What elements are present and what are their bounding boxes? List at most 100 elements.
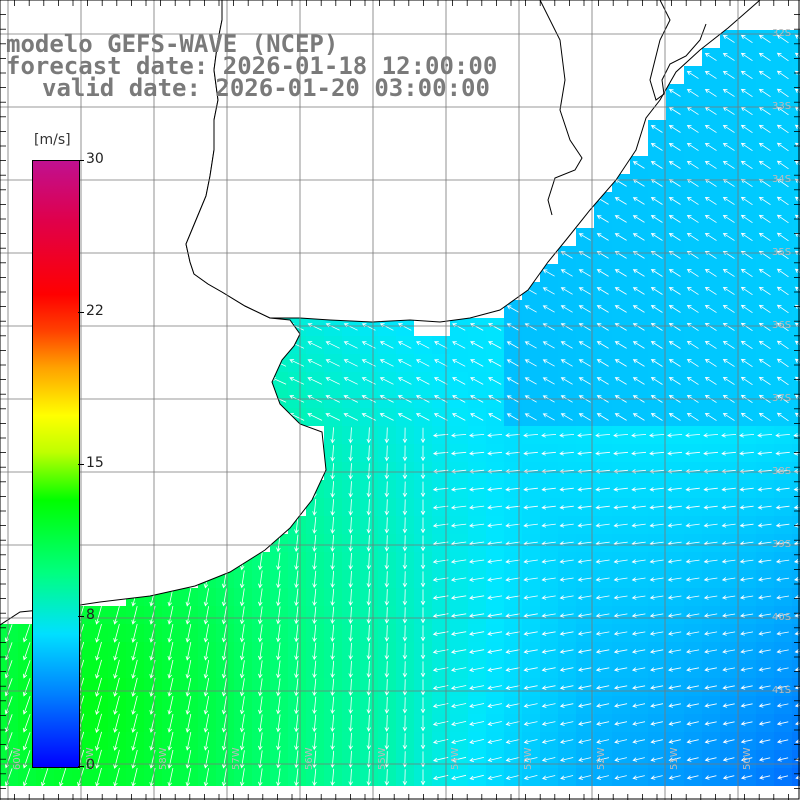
wind-arrow (740, 358, 753, 368)
wind-arrow (758, 214, 771, 224)
wind-arrow (686, 142, 699, 151)
wind-arrow (758, 160, 771, 170)
wind-arrow (167, 713, 174, 733)
wind-arrow (577, 451, 593, 456)
wind-arrow (613, 577, 628, 582)
wind-arrow (704, 703, 717, 708)
wind-arrow (794, 613, 800, 618)
wind-arrow (203, 588, 209, 607)
wind-arrow (668, 89, 681, 97)
wind-arrow (613, 649, 628, 654)
wind-arrow (758, 88, 771, 98)
wind-arrow (487, 559, 503, 564)
wind-arrow (524, 305, 537, 313)
wind-arrow (632, 757, 645, 762)
wind-arrow (450, 487, 467, 492)
wind-arrow (312, 534, 317, 552)
wind-arrow (379, 341, 394, 349)
wind-arrow (613, 559, 628, 564)
wind-arrow (668, 413, 681, 421)
wind-arrow (758, 250, 771, 260)
wind-arrow (203, 624, 209, 643)
wind-arrow (559, 451, 574, 456)
wind-arrow (330, 750, 335, 769)
wind-arrow (560, 359, 573, 367)
wind-arrow (348, 624, 353, 642)
wind-arrow (289, 377, 305, 385)
wind-arrow (167, 731, 174, 751)
wind-arrow (384, 463, 390, 480)
wind-arrow (668, 143, 681, 151)
wind-arrow (366, 642, 372, 660)
wind-arrow (384, 589, 390, 606)
wind-arrow (686, 124, 699, 133)
wind-arrow (794, 160, 800, 165)
wind-arrow (631, 667, 646, 672)
wind-arrow (794, 196, 800, 201)
wind-arrow (740, 142, 753, 152)
wind-arrow (541, 433, 557, 438)
wind-arrow (22, 642, 31, 661)
wind-arrow (757, 487, 772, 492)
wind-arrow (366, 553, 372, 570)
wind-arrow (650, 233, 663, 241)
wind-arrow (294, 588, 299, 607)
wind-arrow (685, 631, 700, 636)
wind-arrow (704, 667, 717, 672)
wind-arrow (686, 268, 699, 277)
wind-arrow (330, 481, 335, 498)
wind-arrow (704, 214, 717, 223)
wind-arrow (560, 775, 574, 780)
wind-arrow (758, 232, 771, 242)
speed-cell (792, 156, 800, 174)
wind-arrow (397, 377, 412, 385)
wind-arrow (348, 517, 353, 534)
wind-arrow (366, 588, 372, 606)
wind-arrow (776, 88, 789, 98)
wind-arrow (185, 660, 192, 679)
wind-arrow (113, 695, 120, 715)
speed-cell (792, 732, 800, 750)
wind-arrow (487, 487, 503, 492)
wind-arrow (523, 451, 538, 456)
wind-arrow (221, 768, 227, 787)
wind-arrow (668, 649, 682, 654)
wind-arrow (402, 679, 408, 696)
speed-cell (792, 174, 800, 192)
wind-arrow (631, 577, 646, 582)
longitude-label: 51W (669, 747, 680, 770)
wind-arrow (614, 757, 627, 762)
wind-arrow (487, 631, 503, 636)
wind-arrow (776, 124, 789, 134)
wind-arrow (330, 732, 335, 751)
speed-cell (792, 318, 800, 336)
wind-arrow (775, 559, 790, 564)
wind-arrow (330, 696, 335, 715)
wind-arrow (559, 703, 574, 708)
wind-arrow (434, 359, 448, 367)
wind-arrow (415, 377, 430, 385)
wind-arrow (294, 516, 299, 535)
colorbar-tick-label: 0 (86, 757, 95, 773)
wind-arrow (613, 613, 628, 618)
wind-arrow (505, 559, 520, 564)
latitude-label: 41S (772, 685, 791, 696)
wind-arrow (560, 341, 573, 349)
wind-arrow (632, 233, 645, 241)
wind-arrow (523, 505, 538, 510)
wind-arrow (631, 631, 646, 636)
wind-arrow (541, 631, 556, 636)
wind-arrow (577, 721, 592, 726)
wind-arrow (221, 732, 227, 751)
wind-arrow (420, 517, 426, 534)
wind-arrow (541, 559, 556, 564)
wind-arrow (614, 703, 628, 708)
wind-arrow (613, 523, 628, 528)
wind-arrow (348, 660, 353, 678)
wind-arrow (739, 523, 754, 528)
wind-arrow (758, 124, 771, 134)
wind-arrow (470, 413, 484, 421)
wind-arrow (668, 197, 681, 205)
wind-arrow (758, 304, 771, 314)
